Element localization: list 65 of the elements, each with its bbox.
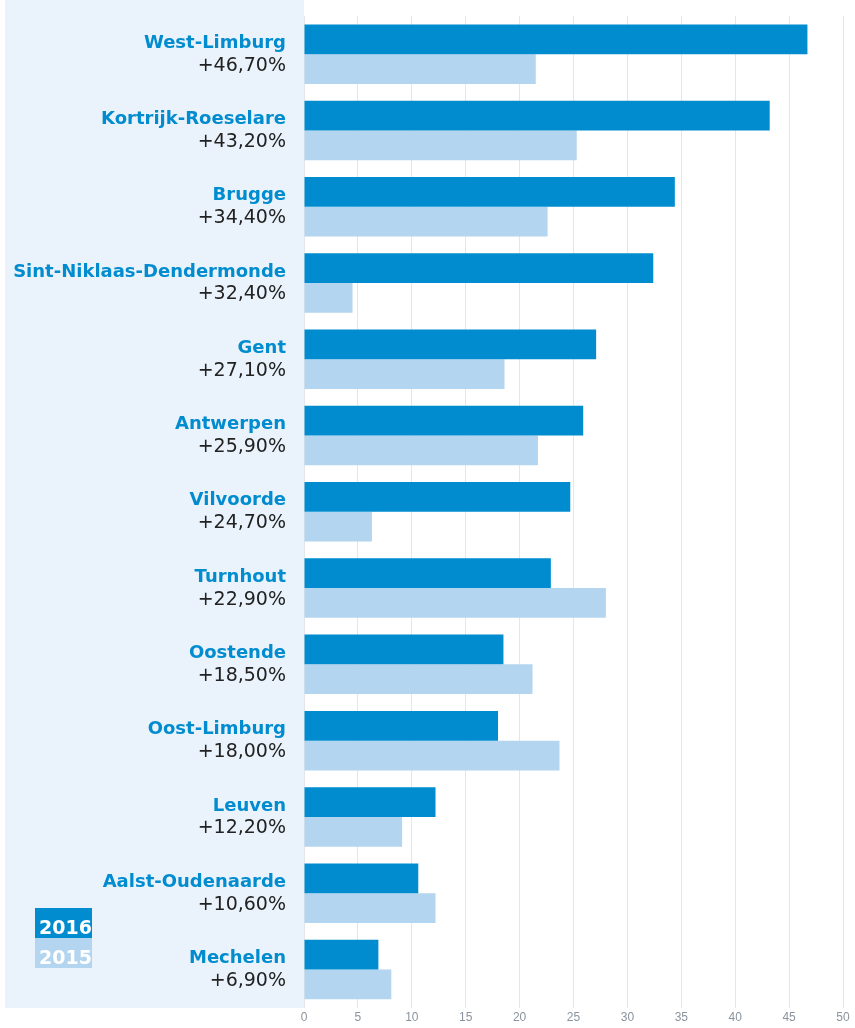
x-tick-label: 50 [836, 1010, 850, 1025]
data-label: +43,20% [197, 128, 286, 151]
bar [304, 816, 403, 847]
data-label: +34,40% [197, 205, 286, 228]
text: 2016 [35, 908, 92, 938]
x-tick-label: 25 [566, 1010, 581, 1025]
x-tick-label: 35 [674, 1010, 689, 1025]
data-label: +25,90% [197, 433, 286, 456]
bar [304, 511, 372, 542]
bar [304, 710, 499, 741]
bar [304, 588, 606, 618]
x-tick-label: 5 [354, 1010, 362, 1025]
y-tick-label: Gent [237, 335, 287, 357]
bar [304, 969, 392, 1000]
bar [304, 893, 436, 923]
bar [304, 24, 808, 55]
data-label: +22,90% [197, 586, 286, 609]
bar [304, 863, 419, 894]
bar [304, 787, 436, 817]
x-tick-label: 0 [300, 1010, 308, 1025]
y-tick-label: Antwerpen [175, 412, 286, 434]
data-label: +10,60% [197, 891, 286, 914]
bar [304, 282, 353, 313]
bar [304, 939, 379, 970]
y-tick-label: Oost-Limburg [147, 717, 286, 739]
bar [304, 740, 560, 771]
x-tick-label: 40 [728, 1010, 743, 1025]
bar [304, 54, 536, 84]
y-tick-label: West-Limburg [143, 30, 286, 52]
y-tick-label: Sint-Niklaas-Dendermonde [13, 259, 286, 281]
bar [304, 634, 504, 665]
y-tick-label: Turnhout [194, 564, 287, 586]
bar [304, 176, 675, 207]
x-tick-label: 15 [459, 1010, 473, 1025]
bar [304, 558, 551, 589]
x-tick-label: 20 [512, 1010, 527, 1025]
bar [304, 435, 538, 466]
data-label: +46,70% [197, 52, 286, 75]
data-label: +27,10% [197, 357, 286, 380]
text: 2015 [35, 938, 92, 968]
bar [304, 329, 597, 360]
y-tick-label: Aalst-Oudenaarde [102, 869, 286, 891]
bar [304, 130, 577, 161]
y-tick-label: Mechelen [188, 946, 286, 968]
x-tick-label: 45 [782, 1010, 797, 1025]
y-tick-label: Oostende [188, 641, 286, 663]
bar [304, 664, 533, 695]
bar [304, 253, 654, 283]
data-label: +18,50% [197, 662, 286, 685]
x-tick-label: 30 [620, 1010, 635, 1025]
bar [304, 405, 584, 436]
y-tick-label: Brugge [212, 183, 286, 205]
y-tick-label: Kortrijk-Roeselare [101, 107, 286, 129]
x-tick-label: 10 [405, 1010, 419, 1025]
data-label: +32,40% [197, 281, 286, 304]
y-tick-label: Leuven [212, 793, 286, 815]
bar [304, 359, 505, 389]
data-label: +18,00% [197, 739, 286, 762]
data-label: +24,70% [197, 510, 286, 533]
bar [304, 100, 770, 131]
bar [304, 482, 571, 512]
y-tick-label: Vilvoorde [189, 488, 286, 510]
data-label: +6,90% [209, 967, 286, 990]
bar [304, 206, 548, 237]
data-label: +12,20% [197, 815, 286, 838]
